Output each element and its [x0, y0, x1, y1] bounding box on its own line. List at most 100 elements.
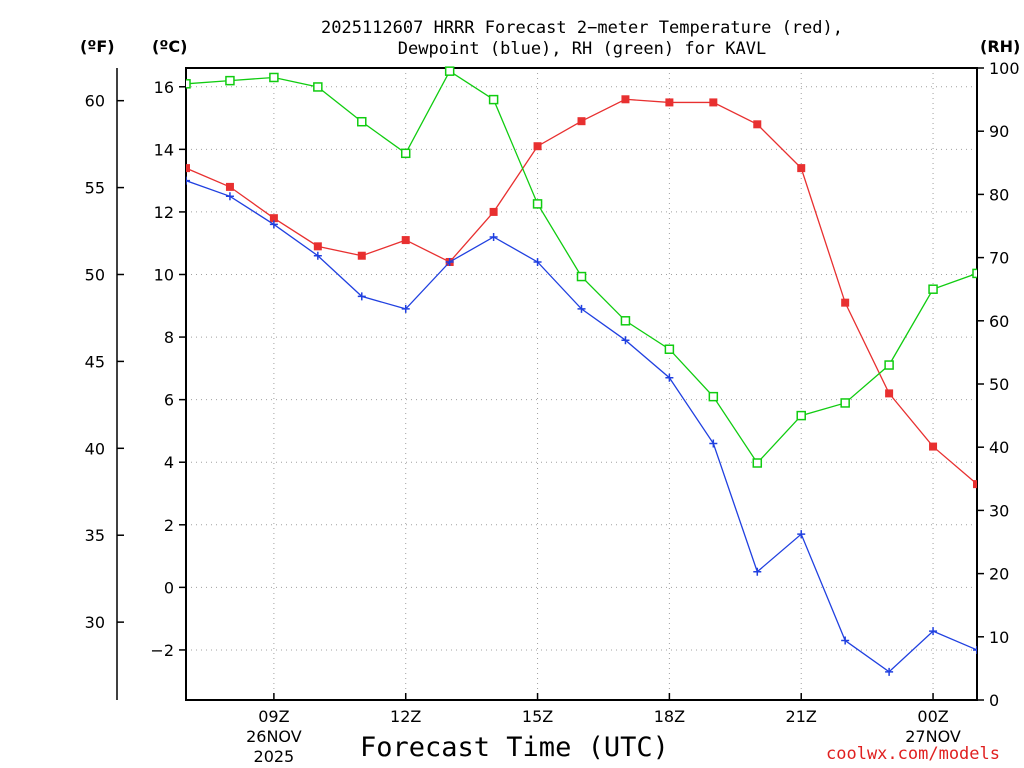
data-series: [186, 66, 977, 676]
dewpoint-point: [533, 257, 542, 266]
rh-point: [708, 391, 719, 402]
temperature-point: [533, 142, 542, 151]
axes: −2 0 2 4 6 8 10 12 14 16 30 35 40 45 50 55 60 0 10 20 30 40 50…: [85, 59, 1020, 766]
rh-tick-label: 100: [989, 59, 1020, 78]
rh-tick-label: 90: [989, 122, 1009, 141]
dewpoint-point: [973, 645, 977, 654]
x-tick-label: 09Z: [258, 707, 289, 726]
rh-tick-label: 10: [989, 628, 1009, 647]
temperature-point: [313, 242, 322, 251]
temperature-point: [269, 214, 278, 223]
rh-point: [840, 398, 850, 408]
rh-tick-label: 70: [989, 249, 1009, 268]
celsius-tick-label: 12: [154, 203, 174, 222]
rh-point: [488, 94, 499, 105]
x-tick-label: 15Z: [522, 707, 553, 726]
series-rh: [186, 66, 977, 468]
dewpoint-point: [186, 176, 190, 185]
celsius-tick-label: 16: [154, 78, 174, 97]
rh-tick-label: 40: [989, 438, 1009, 457]
temperature-point: [357, 251, 366, 260]
rh-point: [884, 360, 894, 370]
fahrenheit-unit-label: (ºF): [80, 37, 115, 56]
rh-point: [796, 410, 806, 421]
fahrenheit-tick-label: 55: [85, 179, 105, 198]
temperature-point: [885, 389, 894, 398]
celsius-tick-label: 14: [154, 140, 174, 159]
temperature-point: [709, 98, 718, 107]
fahrenheit-tick-label: 40: [85, 439, 105, 458]
rh-point: [444, 66, 455, 76]
rh-point: [620, 316, 631, 326]
rh-tick-label: 80: [989, 185, 1009, 204]
chart-title-line-1: 2025112607 HRRR Forecast 2−meter Tempera…: [321, 18, 843, 38]
celsius-tick-label: 10: [154, 265, 174, 284]
celsius-tick-label: −2: [150, 641, 174, 660]
x-tick-label: 18Z: [654, 707, 685, 726]
chart-title-line-2: Dewpoint (blue), RH (green) for KAVL: [397, 39, 767, 59]
grid-lines: [186, 68, 977, 700]
rh-point: [313, 82, 323, 92]
x-tick-date-label: 27NOV: [905, 727, 961, 746]
temperature-point: [753, 120, 762, 129]
fahrenheit-tick-label: 45: [85, 352, 105, 371]
rh-unit-label: (RH): [980, 37, 1021, 56]
dewpoint-point: [489, 232, 498, 241]
rh-point: [972, 268, 977, 279]
fahrenheit-tick-label: 50: [85, 265, 105, 284]
celsius-unit-label: (ºC): [152, 37, 188, 56]
rh-tick-label: 30: [989, 501, 1009, 520]
dewpoint-point: [797, 530, 806, 539]
celsius-tick-label: 8: [164, 328, 174, 347]
dewpoint-point: [885, 667, 894, 676]
credit-link[interactable]: coolwx.com/models: [826, 744, 1000, 764]
dewpoint-point: [225, 192, 234, 201]
rh-tick-label: 60: [989, 312, 1009, 331]
rh-point: [664, 344, 675, 354]
celsius-tick-label: 2: [164, 516, 174, 535]
rh-tick-label: 50: [989, 375, 1009, 394]
rh-tick-label: 20: [989, 565, 1009, 584]
rh-point: [357, 116, 367, 127]
temperature-point: [186, 164, 190, 173]
rh-point: [928, 284, 938, 294]
dewpoint-point: [621, 336, 630, 345]
x-tick-label: 00Z: [917, 707, 948, 726]
celsius-tick-label: 4: [164, 453, 174, 472]
dewpoint-point: [401, 304, 410, 313]
temperature-point: [973, 480, 977, 489]
temperature-point: [621, 95, 630, 104]
dewpoint-point: [665, 373, 674, 382]
x-tick-year-label: 2025: [254, 747, 295, 766]
temperature-point: [929, 442, 938, 451]
temperature-point: [577, 117, 586, 126]
temperature-point: [841, 298, 850, 307]
rh-point: [752, 458, 763, 468]
fahrenheit-tick-label: 30: [85, 613, 105, 632]
series-dewpoint: [186, 176, 977, 676]
rh-point: [400, 148, 411, 159]
rh-point: [186, 79, 191, 89]
rh-point: [225, 75, 235, 86]
series-temperature: [186, 95, 977, 489]
celsius-tick-label: 6: [164, 391, 174, 410]
dewpoint-point: [357, 292, 366, 301]
temperature-line: [186, 98, 977, 485]
dewpoint-point: [709, 439, 718, 448]
fahrenheit-tick-label: 60: [85, 92, 105, 111]
x-tick-label: 21Z: [786, 707, 817, 726]
dewpoint-point: [445, 257, 454, 266]
celsius-tick-label: 0: [164, 578, 174, 597]
temperature-point: [225, 182, 234, 191]
fahrenheit-tick-label: 35: [85, 526, 105, 545]
rh-tick-label: 0: [989, 691, 999, 710]
dewpoint-line: [186, 180, 977, 673]
x-tick-date-label: 26NOV: [246, 727, 302, 746]
dewpoint-point: [753, 567, 762, 576]
rh-point: [576, 271, 587, 282]
temperature-point: [489, 207, 498, 216]
temperature-point: [665, 98, 674, 107]
x-axis-title: Forecast Time (UTC): [360, 732, 669, 763]
dewpoint-point: [269, 220, 278, 229]
